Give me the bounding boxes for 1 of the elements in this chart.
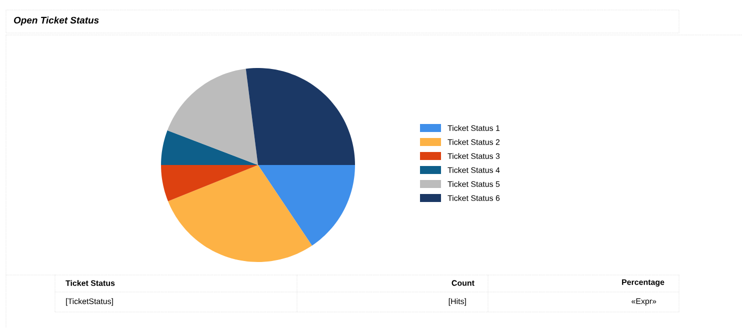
text: Open Ticket Status <box>14 16 99 26</box>
